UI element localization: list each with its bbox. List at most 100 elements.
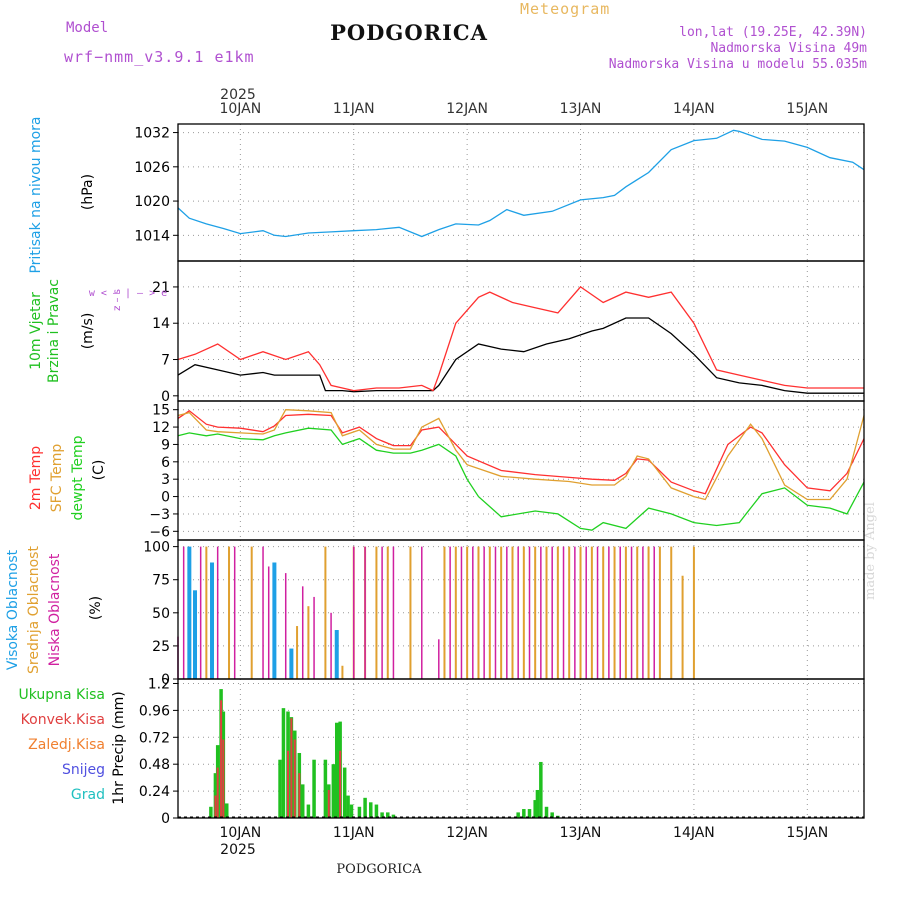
- y-tick-label: 0: [161, 672, 170, 688]
- day-label-bottom: 10JAN: [219, 825, 261, 841]
- bar-2: [619, 546, 621, 679]
- bar-0: [527, 809, 532, 818]
- day-label-bottom: 11JAN: [333, 825, 375, 841]
- bar-0: [386, 812, 390, 818]
- day-label-bottom: 14JAN: [673, 825, 715, 841]
- bar-1: [681, 575, 684, 679]
- bar-2: [472, 546, 474, 679]
- bar-0: [225, 803, 229, 818]
- bar-0: [357, 806, 362, 818]
- y-tick-label: 12: [152, 420, 170, 436]
- y-tick-label: 0.96: [139, 703, 170, 719]
- bar-2: [551, 546, 553, 679]
- y-tick-label: 25: [152, 639, 170, 655]
- y-tick-label: 1014: [134, 228, 170, 244]
- bar-0: [522, 809, 526, 818]
- bar-1: [658, 546, 661, 679]
- day-label-top: 12JAN: [446, 101, 488, 117]
- bar-0: [363, 797, 367, 818]
- precip-legend-item: Zaledj.Kisa: [28, 737, 105, 753]
- bar-2: [562, 546, 565, 679]
- bar-1: [511, 546, 514, 679]
- bar-1: [298, 773, 301, 818]
- bar-1: [220, 700, 223, 818]
- y-tick-label: 1032: [134, 126, 170, 142]
- day-label-bottom: 12JAN: [446, 825, 488, 841]
- cloud-units: (%): [88, 596, 104, 620]
- bar-2: [353, 546, 355, 679]
- bar-1: [647, 546, 650, 679]
- pressure-label: Pritisak na nivou mora: [28, 116, 44, 273]
- bar-0: [533, 800, 537, 818]
- wind-label-2: Brzina i Pravac: [46, 279, 62, 383]
- bar-2: [392, 546, 395, 679]
- bar-0: [374, 804, 379, 818]
- bar-2: [262, 546, 264, 679]
- bar-0: [281, 708, 286, 818]
- y-tick-label: −6: [149, 524, 170, 540]
- bar-0: [550, 812, 554, 818]
- bar-0: [369, 802, 373, 818]
- bar-1: [296, 626, 299, 679]
- bar-1: [324, 546, 327, 679]
- bar-2: [364, 546, 366, 679]
- series-line-2: [177, 427, 865, 531]
- pressure-units: (hPa): [80, 174, 96, 210]
- bar-0: [334, 722, 339, 818]
- coords-text: lon,lat (19.25E, 42.39N): [679, 25, 867, 40]
- bar-0: [193, 590, 198, 679]
- bar-2: [381, 546, 383, 679]
- series-line-0: [177, 409, 865, 495]
- model-label: Model: [66, 20, 109, 36]
- bar-2: [330, 612, 332, 679]
- series-line-0: [177, 129, 865, 238]
- bar-1: [500, 546, 503, 679]
- year-bottom: 2025: [220, 842, 256, 858]
- temp-label-sfc: SFC Temp: [49, 444, 65, 513]
- bar-1: [286, 750, 289, 818]
- bar-0: [535, 789, 540, 818]
- bar-2: [608, 546, 610, 679]
- bar-0: [278, 759, 282, 818]
- bar-1: [590, 546, 593, 679]
- y-tick-label: 7: [161, 353, 170, 369]
- y-tick-label: 0.48: [139, 757, 170, 773]
- meteogram-label: Meteogram: [520, 0, 611, 18]
- bar-1: [386, 546, 389, 679]
- bar-0: [516, 812, 520, 818]
- y-tick-label: 1020: [134, 194, 170, 210]
- bar-1: [214, 795, 217, 818]
- day-label-top: 15JAN: [786, 101, 828, 117]
- bar-2: [284, 573, 287, 679]
- y-tick-label: 0: [161, 490, 170, 506]
- temp-units: (C): [91, 460, 107, 481]
- y-tick-label: 0.72: [139, 730, 170, 746]
- bar-2: [574, 546, 576, 679]
- bar-2: [421, 546, 423, 679]
- y-tick-label: 100: [143, 540, 170, 556]
- day-label-top: 13JAN: [560, 101, 602, 117]
- y-tick-label: 21: [152, 280, 170, 296]
- bar-1: [409, 546, 412, 679]
- bar-1: [692, 546, 695, 679]
- bar-2: [506, 546, 508, 679]
- bar-0: [331, 764, 336, 818]
- bar-2: [642, 546, 644, 679]
- page-title: PODGORICA: [330, 20, 488, 45]
- y-tick-label: 50: [152, 606, 170, 622]
- bar-2: [182, 546, 185, 679]
- series-line-1: [177, 286, 864, 392]
- bar-2: [199, 546, 202, 679]
- bar-2: [494, 546, 497, 679]
- bar-2: [301, 586, 304, 679]
- bar-2: [585, 546, 587, 679]
- y-tick-label: 75: [152, 573, 170, 589]
- panel-frame: [177, 539, 865, 680]
- bar-0: [272, 562, 277, 679]
- precip-legend-item: Konvek.Kisa: [21, 712, 105, 728]
- compass-ns: z – s: [112, 289, 123, 311]
- bar-1: [579, 546, 582, 679]
- bar-2: [653, 546, 655, 679]
- bar-1: [307, 606, 310, 679]
- panel-frame: [177, 400, 865, 541]
